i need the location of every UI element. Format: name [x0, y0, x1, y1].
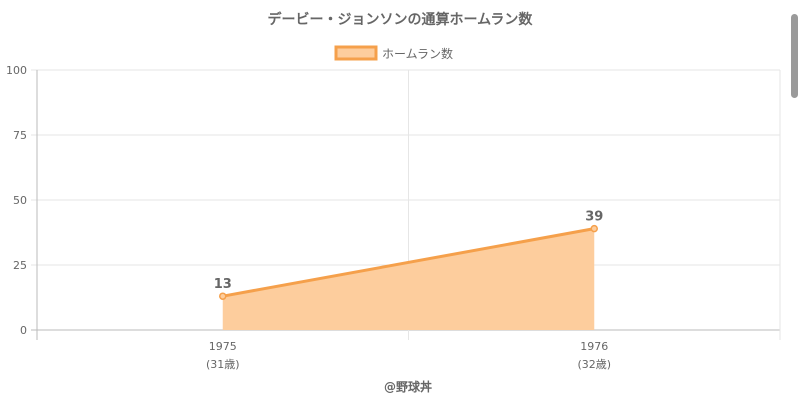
x-tick-sublabel: (32歳)	[577, 358, 611, 371]
y-tick-label: 100	[6, 64, 27, 77]
legend-label: ホームラン数	[382, 46, 453, 61]
y-tick-label: 75	[13, 129, 27, 142]
data-point	[590, 224, 598, 233]
y-tick-label: 50	[13, 194, 27, 207]
legend-swatch	[334, 45, 378, 61]
x-tick-label: 1975	[209, 340, 237, 353]
data-label: 13	[214, 277, 232, 292]
y-tick-label: 0	[20, 324, 27, 337]
credit-label: @野球丼	[384, 379, 432, 394]
chart-title: デービー・ジョンソンの通算ホームラン数	[268, 11, 534, 28]
series-home-runs: 13 39	[214, 210, 603, 330]
grid	[31, 69, 781, 340]
series-line	[222, 227, 595, 298]
x-axis: 1975 (31歳) 1976 (32歳)	[206, 340, 611, 371]
data-point	[219, 292, 227, 300]
scrollbar[interactable]	[791, 14, 798, 98]
y-axis: 0 25 50 75 100	[6, 64, 27, 337]
data-label: 39	[585, 210, 603, 225]
y-tick-label: 25	[13, 259, 27, 272]
x-tick-sublabel: (31歳)	[206, 358, 240, 371]
x-tick-label: 1976	[580, 340, 608, 353]
legend[interactable]: ホームラン数	[334, 45, 453, 61]
series-area	[222, 228, 595, 330]
